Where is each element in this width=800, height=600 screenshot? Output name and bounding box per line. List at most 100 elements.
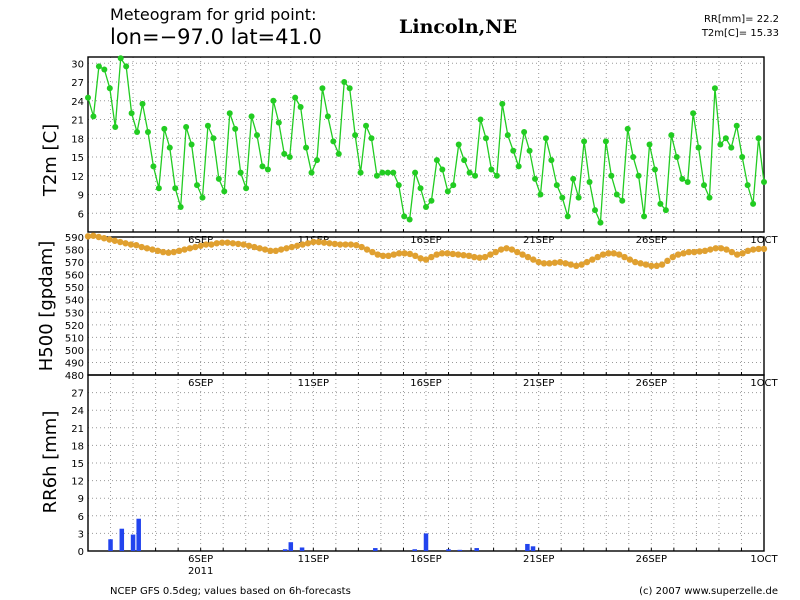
t2m-point	[166, 144, 173, 151]
h500-point	[277, 246, 285, 253]
t2m-point	[390, 169, 397, 176]
h500-point	[326, 240, 333, 247]
h500-point	[229, 240, 237, 247]
h500-point	[449, 250, 457, 258]
t2m-point	[324, 113, 331, 120]
rr6h-tick-label: 3	[78, 529, 84, 540]
t2m-date-label: 16SEP	[410, 235, 441, 246]
rr6h-tick-label: 9	[78, 494, 84, 505]
h500-point	[256, 245, 263, 252]
h500-point	[514, 248, 521, 256]
rr6h-tick-label: 21	[71, 424, 84, 435]
rr6h-panel: 0 3 6 9 12 15 18 21 24 27 6SEP 11SEP 16SEP 21SEP 26SEP…	[71, 374, 779, 577]
h500-point	[218, 239, 226, 246]
rr6h-tick-label: 0	[78, 547, 84, 558]
h500-point	[149, 246, 156, 253]
h500-tick-label: 520	[65, 321, 84, 332]
t2m-point	[199, 194, 206, 201]
h500-tick-label: 530	[65, 308, 84, 319]
t2m-point	[499, 100, 506, 107]
h500-point	[481, 253, 489, 261]
t2m-point	[466, 169, 473, 176]
t2m-point	[695, 144, 702, 151]
t2m-date-label: 26SEP	[636, 235, 667, 246]
h500-point	[288, 243, 296, 251]
t2m-point	[406, 216, 413, 223]
t2m-point	[433, 157, 440, 164]
t2m-point	[750, 200, 757, 207]
rr6h-tick-label: 15	[71, 459, 84, 470]
h500-tick-label: 580	[65, 246, 84, 257]
t2m-point	[630, 154, 637, 160]
t2m-point	[412, 169, 419, 176]
h500-point	[181, 246, 188, 253]
h500-point	[165, 249, 172, 256]
h500-point	[84, 233, 92, 240]
h500-point	[283, 245, 290, 252]
h500-point	[213, 240, 220, 247]
t2m-point	[341, 79, 348, 85]
t2m-point	[221, 188, 228, 195]
t2m-point	[117, 55, 124, 62]
h500-point	[417, 255, 424, 262]
rr6h-date-label: 11SEP	[298, 554, 329, 565]
t2m-point	[510, 147, 517, 154]
t2m-point	[161, 125, 168, 132]
t2m-point	[515, 163, 522, 170]
t2m-point	[139, 100, 146, 107]
h500-point	[331, 240, 338, 248]
t2m-point	[521, 129, 528, 135]
h500-point	[315, 238, 322, 246]
location-name: Lincoln,NE	[399, 16, 517, 38]
h500-point	[320, 239, 328, 246]
h500-point	[438, 250, 446, 257]
h500-point	[546, 260, 553, 267]
t2m-tick-label: 24	[71, 97, 84, 108]
h500-point	[299, 241, 306, 248]
rr6h-bar	[373, 548, 378, 551]
h500-point	[696, 248, 703, 255]
t2m-point	[542, 135, 549, 142]
h500-point	[712, 245, 719, 252]
t2m-point	[586, 179, 593, 185]
h500-point	[583, 258, 591, 266]
h500-tick-label: 560	[65, 271, 84, 282]
t2m-point	[472, 172, 479, 179]
h500-point	[208, 241, 215, 248]
t2m-point	[526, 147, 533, 154]
rr6h-date-label: 21SEP	[523, 554, 554, 565]
h500-point	[540, 260, 548, 267]
t2m-point	[559, 194, 566, 201]
h500-point	[422, 256, 430, 263]
rr6h-tick-label: 24	[71, 406, 84, 417]
t2m-point	[368, 135, 375, 142]
h500-point	[755, 245, 762, 253]
t2m-tick-label: 30	[71, 59, 84, 70]
t2m-point	[619, 197, 626, 204]
h500-point	[385, 252, 392, 260]
h500-point	[733, 251, 741, 258]
t2m-point	[303, 144, 310, 151]
h500-point	[197, 242, 204, 249]
t2m-point	[504, 132, 511, 139]
h500-tick-label: 570	[65, 258, 84, 269]
h500-point	[272, 247, 279, 254]
t2m-point	[684, 179, 691, 185]
h500-point	[202, 241, 210, 248]
h500-point	[594, 253, 601, 261]
t2m-point	[335, 150, 342, 157]
h500-point	[347, 241, 355, 248]
t2m-point	[532, 175, 539, 182]
h500-point	[744, 247, 752, 254]
t2m-point	[248, 113, 255, 120]
rr6h-bar	[525, 543, 530, 551]
h500-point	[626, 256, 634, 263]
h500-point	[111, 237, 119, 244]
temperature-mean: T2m[C]= 15.33	[701, 28, 779, 39]
t2m-point	[461, 157, 468, 164]
grid-point-coordinates: lon=−97.0 lat=41.0	[110, 25, 322, 49]
t2m-point	[646, 141, 653, 148]
t2m-point	[226, 110, 233, 117]
t2m-point	[739, 154, 746, 160]
